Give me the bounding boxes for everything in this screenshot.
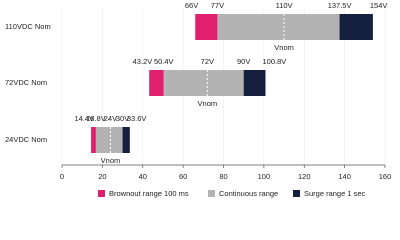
marker-label: 100.8V <box>262 57 286 66</box>
marker-label: 16.8V <box>86 114 106 123</box>
x-tick-label: 60 <box>179 172 187 181</box>
x-tick-label: 120 <box>298 172 311 181</box>
marker-label: 72V <box>201 57 214 66</box>
marker-label: 24V <box>104 114 117 123</box>
x-tick-label: 100 <box>258 172 271 181</box>
chart: 0 20 40 60 80 100 120 140 160 110VDC Nom Vnom 66V 77… <box>5 1 392 198</box>
x-tick-label: 80 <box>219 172 227 181</box>
x-tick-label: 20 <box>98 172 106 181</box>
range-bar <box>339 14 373 40</box>
category-label: 24VDC Nom <box>5 135 47 144</box>
legend-label: Continuous range <box>219 189 278 198</box>
legend-label: Brownout range 100 ms <box>109 189 189 198</box>
range-bar <box>122 127 130 153</box>
category-label: 72VDC Nom <box>5 78 47 87</box>
range-bar <box>195 14 218 40</box>
range-bar <box>95 127 123 153</box>
x-tick-label: 40 <box>139 172 147 181</box>
marker-label: 43.2V <box>133 57 153 66</box>
legend-swatch <box>208 190 215 197</box>
nominal-label: Vnom <box>198 99 218 108</box>
marker-label: 110V <box>276 1 293 10</box>
range-bar <box>149 70 164 96</box>
marker-label: 90V <box>237 57 250 66</box>
category-label: 110VDC Nom <box>5 22 51 31</box>
range-bar <box>217 14 340 40</box>
legend-swatch <box>98 190 105 197</box>
marker-label: 30V <box>116 114 129 123</box>
marker-label: 66V <box>185 1 198 10</box>
nominal-label: Vnom <box>274 43 294 52</box>
marker-label: 33.6V <box>127 114 147 123</box>
range-bar <box>243 70 266 96</box>
marker-label: 14.4V <box>74 114 94 123</box>
x-tick-label: 0 <box>60 172 64 181</box>
range-bar <box>163 70 244 96</box>
marker-label: 77V <box>211 1 224 10</box>
marker-label: 154V <box>370 1 388 10</box>
x-tick-label: 140 <box>338 172 351 181</box>
marker-label: 137.5V <box>328 1 352 10</box>
range-bar <box>91 127 96 153</box>
x-tick-label: 160 <box>379 172 392 181</box>
legend-swatch <box>293 190 300 197</box>
legend-label: Surge range 1 sec <box>304 189 366 198</box>
marker-label: 50.4V <box>154 57 174 66</box>
nominal-label: Vnom <box>101 156 121 165</box>
